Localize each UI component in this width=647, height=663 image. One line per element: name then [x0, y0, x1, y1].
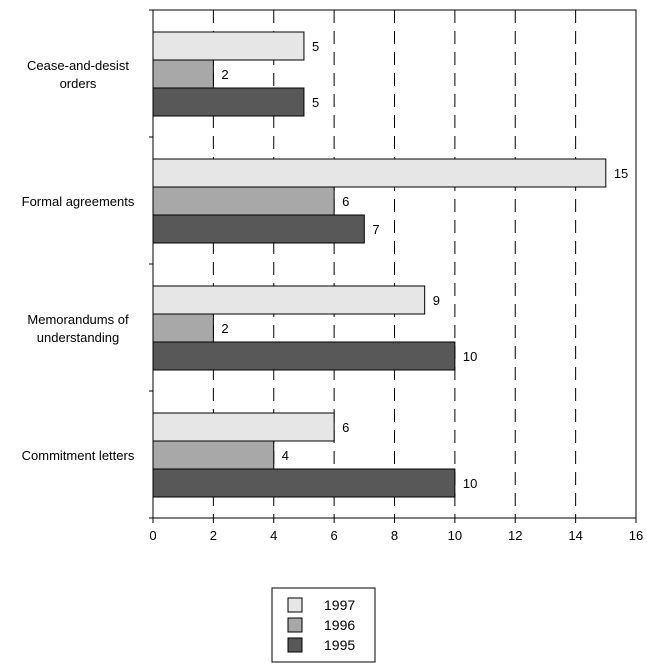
x-tick-label: 2: [210, 528, 217, 543]
x-tick-labels: 0 2 4 6 8 10 12 14 16: [149, 528, 643, 543]
data-label: 15: [614, 166, 628, 181]
legend-label: 1996: [324, 617, 355, 633]
bar-1996: [152, 440, 275, 470]
bars: [152, 31, 607, 498]
x-tick-label: 6: [331, 528, 338, 543]
category-label: Memorandums of: [27, 312, 129, 327]
category-label: understanding: [37, 330, 119, 345]
bar-1995: [152, 214, 365, 244]
bar-1995: [152, 468, 456, 498]
data-label: 4: [282, 448, 289, 463]
category-label: Cease-and-desist: [27, 58, 129, 73]
bar-1995: [152, 341, 456, 371]
x-tick-label: 14: [568, 528, 582, 543]
bar-1996: [152, 186, 335, 216]
bar-1997: [152, 31, 305, 61]
data-label: 10: [463, 349, 477, 364]
data-label: 6: [342, 420, 349, 435]
x-tick-label: 0: [149, 528, 156, 543]
category-label: Commitment letters: [22, 448, 135, 463]
legend-swatch-1997: [287, 597, 303, 613]
bar-1995: [152, 87, 305, 117]
data-label: 2: [221, 67, 228, 82]
data-label: 7: [372, 222, 379, 237]
bar-1997: [152, 158, 607, 188]
legend-swatch-1996: [287, 617, 303, 633]
category-label: Formal agreements: [22, 194, 135, 209]
legend: 1997 1996 1995: [271, 587, 376, 663]
bar-1996: [152, 59, 214, 89]
legend-label: 1995: [324, 637, 355, 653]
legend-label: 1997: [324, 597, 355, 613]
data-label: 5: [312, 95, 319, 110]
bar-1996: [152, 313, 214, 343]
x-tick-label: 4: [270, 528, 277, 543]
x-tick-label: 8: [391, 528, 398, 543]
data-label: 5: [312, 39, 319, 54]
x-tick-label: 10: [448, 528, 462, 543]
category-labels: Cease-and-desist orders Formal agreements M…: [22, 58, 135, 463]
data-labels: 5 2 5 15 6 7 9 2 10 6 4 10: [221, 39, 628, 491]
data-label: 9: [433, 293, 440, 308]
bar-1997: [152, 412, 335, 442]
data-label: 6: [342, 194, 349, 209]
axes: [149, 9, 637, 523]
bar-1997: [152, 285, 426, 315]
x-tick-label: 12: [508, 528, 522, 543]
x-tick-label: 16: [629, 528, 643, 543]
category-label: orders: [60, 76, 97, 91]
legend-swatch-1995: [287, 637, 303, 653]
data-label: 10: [463, 476, 477, 491]
data-label: 2: [221, 321, 228, 336]
